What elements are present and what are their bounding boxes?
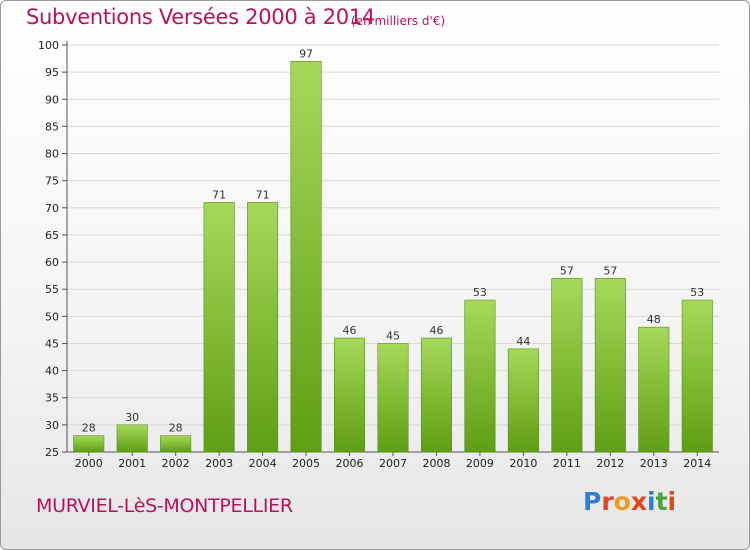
y-tick-label: 80 <box>45 148 59 161</box>
proxiti-logo[interactable]: Proxiti <box>583 487 676 516</box>
data-label: 97 <box>299 47 313 60</box>
y-tick-label: 65 <box>45 229 59 242</box>
logo-letter: i <box>667 487 677 516</box>
data-label: 44 <box>516 335 530 348</box>
x-tick-label: 2006 <box>336 457 364 470</box>
bar-2005 <box>290 60 322 453</box>
data-label: 46 <box>343 324 357 337</box>
logo-letter: r <box>601 487 614 516</box>
x-tick-label: 2010 <box>509 457 537 470</box>
bar-2013 <box>638 326 670 453</box>
y-tick-label: 75 <box>45 175 59 188</box>
logo-letter: P <box>583 487 602 516</box>
data-label: 30 <box>125 411 139 424</box>
data-label: 28 <box>169 422 183 435</box>
bar-2008 <box>420 337 452 453</box>
data-label: 45 <box>386 329 400 342</box>
bar-2001 <box>116 424 148 453</box>
bar-2011 <box>551 278 583 453</box>
bar-2009 <box>464 299 496 453</box>
data-label: 28 <box>82 422 96 435</box>
data-label: 57 <box>560 264 574 277</box>
x-tick-label: 2001 <box>118 457 146 470</box>
x-tick-label: 2003 <box>205 457 233 470</box>
data-label: 46 <box>429 324 443 337</box>
y-tick-label: 45 <box>45 337 59 350</box>
bar-2002 <box>160 435 192 453</box>
y-tick-label: 35 <box>45 392 59 405</box>
y-tick-label: 90 <box>45 93 59 106</box>
bar-2010 <box>507 348 539 453</box>
bar-2003 <box>203 202 235 453</box>
bar-2014 <box>681 299 713 453</box>
chart-unit-note: (en milliers d'€) <box>351 14 446 28</box>
logo-letter: t <box>655 487 668 516</box>
x-tick-label: 2013 <box>640 457 668 470</box>
x-tick-label: 2004 <box>249 457 277 470</box>
x-tick-label: 2007 <box>379 457 407 470</box>
y-tick-label: 100 <box>38 39 59 52</box>
commune-name: MURVIEL-LèS-MONTPELLIER <box>36 495 293 517</box>
bar-2012 <box>594 278 626 453</box>
y-tick-label: 50 <box>45 310 59 323</box>
data-label: 53 <box>690 286 704 299</box>
y-tick-label: 60 <box>45 256 59 269</box>
bar-2000 <box>73 435 105 453</box>
x-tick-label: 2002 <box>162 457 190 470</box>
x-tick-label: 2008 <box>422 457 450 470</box>
data-label: 53 <box>473 286 487 299</box>
labels: 2000 28 2001 30 2002 28 2003 71 2004 71 2005 97 2006… <box>75 47 712 470</box>
y-tick-label: 95 <box>45 66 59 79</box>
data-label: 71 <box>212 188 226 201</box>
x-tick-label: 2000 <box>75 457 103 470</box>
bar-2004 <box>247 202 279 453</box>
bar-2006 <box>334 337 366 453</box>
data-label: 57 <box>603 264 617 277</box>
logo-letter: x <box>630 487 647 516</box>
bar-2007 <box>377 343 409 453</box>
x-tick-label: 2009 <box>466 457 494 470</box>
y-tick-label: 30 <box>45 419 59 432</box>
x-tick-label: 2012 <box>596 457 624 470</box>
data-label: 71 <box>256 188 270 201</box>
chart-title: Subventions Versées 2000 à 2014 <box>26 5 375 29</box>
logo-letter: o <box>613 487 631 516</box>
x-tick-label: 2014 <box>683 457 711 470</box>
y-tick-label: 70 <box>45 202 59 215</box>
x-tick-label: 2011 <box>553 457 581 470</box>
bars <box>73 60 713 453</box>
x-tick-label: 2005 <box>292 457 320 470</box>
y-tick-label: 25 <box>45 446 59 459</box>
y-tick-label: 40 <box>45 365 59 378</box>
data-label: 48 <box>647 313 661 326</box>
y-tick-label: 55 <box>45 283 59 296</box>
y-tick-label: 85 <box>45 120 59 133</box>
logo-letter: i <box>647 487 656 516</box>
